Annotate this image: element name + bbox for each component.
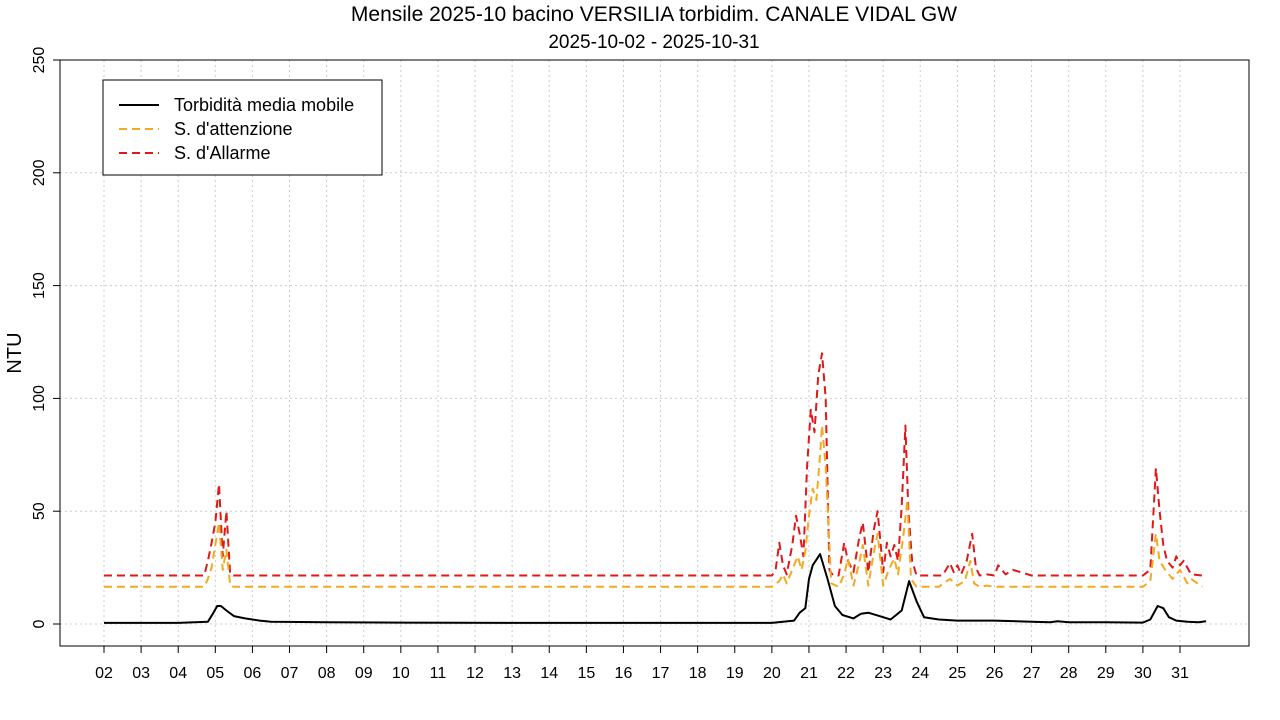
- series-line-1: [104, 424, 1203, 588]
- x-tick-label: 12: [466, 665, 484, 682]
- y-tick-label: 0: [31, 619, 48, 628]
- x-tick-label: 21: [800, 665, 818, 682]
- x-tick-label: 26: [986, 665, 1004, 682]
- x-tick-label: 24: [911, 665, 929, 682]
- x-tick-label: 31: [1171, 665, 1189, 682]
- x-tick-label: 20: [763, 665, 781, 682]
- x-tick-label: 05: [206, 665, 224, 682]
- chart-title: Mensile 2025-10 bacino VERSILIA torbidim…: [351, 3, 957, 26]
- legend-label-0: Torbidità media mobile: [174, 95, 354, 115]
- y-tick-label: 250: [31, 47, 48, 74]
- series-line-0: [104, 553, 1207, 624]
- legend-label-1: S. d'attenzione: [174, 119, 293, 139]
- y-tick-label: 200: [31, 159, 48, 186]
- x-tick-label: 29: [1097, 665, 1115, 682]
- x-tick-label: 16: [615, 665, 633, 682]
- series-layer: [104, 352, 1207, 624]
- x-tick-label: 06: [244, 665, 262, 682]
- legend-label-2: S. d'Allarme: [174, 143, 270, 163]
- series-line-2: [104, 352, 1203, 577]
- legend: Torbidità media mobile S. d'attenzione S. …: [102, 79, 383, 176]
- x-tick-label: 27: [1023, 665, 1041, 682]
- x-tick-label: 13: [503, 665, 521, 682]
- x-axis: 02 03 04 05 06 07 08 09 10 11 12 13 14 15 16 17 18 19 20 21…: [95, 646, 1189, 682]
- x-tick-label: 19: [726, 665, 744, 682]
- x-tick-label: 07: [281, 665, 299, 682]
- x-tick-label: 04: [169, 665, 187, 682]
- x-tick-label: 17: [652, 665, 670, 682]
- y-tick-label: 50: [31, 502, 48, 520]
- x-tick-label: 14: [540, 665, 558, 682]
- x-tick-label: 28: [1060, 665, 1078, 682]
- x-tick-label: 10: [392, 665, 410, 682]
- y-tick-label: 100: [31, 385, 48, 412]
- x-tick-label: 25: [948, 665, 966, 682]
- x-tick-label: 15: [577, 665, 595, 682]
- x-tick-label: 02: [95, 665, 113, 682]
- y-tick-label: 150: [31, 272, 48, 299]
- plot-frame: [59, 59, 1250, 647]
- x-tick-label: 22: [837, 665, 855, 682]
- x-tick-label: 11: [430, 665, 447, 682]
- chart-subtitle: 2025-10-02 - 2025-10-31: [548, 32, 759, 53]
- x-tick-label: 03: [132, 665, 150, 682]
- x-tick-label: 23: [874, 665, 892, 682]
- x-tick-label: 09: [355, 665, 373, 682]
- y-axis: 0 50 100 150 200 250: [31, 47, 60, 628]
- y-axis-label: NTU: [4, 332, 26, 373]
- x-tick-label: 18: [689, 665, 707, 682]
- legend-box: [102, 79, 383, 176]
- x-tick-label: 08: [318, 665, 336, 682]
- x-tick-label: 30: [1134, 665, 1152, 682]
